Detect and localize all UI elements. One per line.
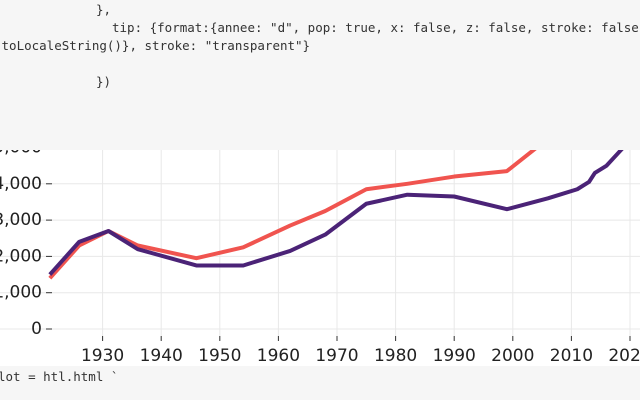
x-tick-label: 2020: [608, 346, 640, 366]
x-tick-label: 1950: [198, 346, 241, 366]
x-tick-label: 1970: [315, 346, 358, 366]
code-line: },: [96, 2, 112, 17]
code-line: }): [96, 74, 112, 89]
code-line: lot = htl.html `: [0, 369, 119, 384]
x-tick-label: 1940: [140, 346, 183, 366]
code-cell: lot = htl.html `: [0, 366, 640, 400]
x-tick-label: 1960: [257, 346, 300, 366]
x-tick-label: 1990: [433, 346, 476, 366]
x-tick-label: 1930: [81, 346, 124, 366]
x-tick-label: 1980: [374, 346, 417, 366]
y-tick-label: 4,000: [0, 174, 42, 194]
y-tick-label: 3,000: [0, 210, 42, 230]
y-tick-label: 0: [31, 319, 42, 339]
x-tick-label: 2000: [491, 346, 534, 366]
code-line: .toLocaleString()}, stroke: "transparent…: [0, 38, 311, 53]
code-line: tip: {format:{annee: "d", pop: true, x: …: [112, 20, 640, 35]
y-tick-label: 2,000: [0, 246, 42, 266]
code-cell: }, tip: {format:{annee: "d", pop: true, …: [0, 0, 640, 150]
y-tick-label: 1,000: [0, 283, 42, 303]
line-series: [48, 138, 632, 276]
x-tick-label: 2010: [550, 346, 593, 366]
